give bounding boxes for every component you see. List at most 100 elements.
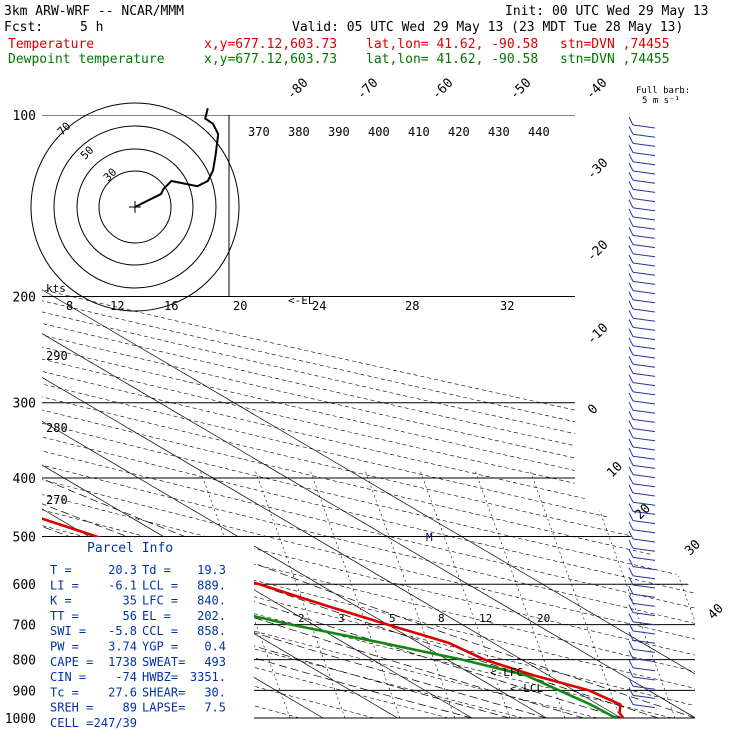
wind-barb xyxy=(632,363,656,368)
temperature-tick: -40 xyxy=(583,76,610,103)
parcel-info-value: 30. xyxy=(204,685,226,699)
wind-barb xyxy=(628,595,634,604)
wind-barb xyxy=(632,584,656,589)
wind-barb xyxy=(632,317,656,322)
wind-barb xyxy=(628,677,634,687)
wind-barb xyxy=(628,346,634,356)
parcel-info-title: Parcel Info xyxy=(87,541,173,556)
wind-barb xyxy=(628,245,634,255)
wind-barb xyxy=(632,464,656,469)
wind-barb xyxy=(628,687,634,696)
wind-barb xyxy=(632,124,656,129)
dewpoint-legend: Dewpoint temperature xyxy=(8,52,165,67)
wind-barb xyxy=(628,263,634,273)
wind-barb xyxy=(628,411,634,420)
wind-barb xyxy=(628,208,634,218)
wind-barb xyxy=(632,556,656,561)
wind-barb xyxy=(628,558,634,567)
dewpoint-profile xyxy=(42,115,617,720)
theta-label: 390 xyxy=(328,125,350,139)
wind-barb xyxy=(628,484,634,494)
parcel-info-key: LFC = xyxy=(142,594,178,608)
wind-barb xyxy=(632,501,656,506)
wind-barb xyxy=(628,696,634,705)
wind-barb xyxy=(632,152,656,157)
wind-barb xyxy=(628,227,634,236)
wind-barb xyxy=(632,648,656,653)
wind-barb xyxy=(632,161,656,166)
wind-barb xyxy=(628,374,634,383)
wind-barb xyxy=(632,667,656,672)
parcel-info-key: LCL = xyxy=(142,578,178,592)
wind-barb xyxy=(628,217,634,227)
wind-barb xyxy=(632,382,656,387)
wind-barb xyxy=(632,612,656,617)
mixing-ratio-label: 5 xyxy=(389,612,396,625)
parcel-info-value: 493 xyxy=(204,655,226,669)
barb-legend-title: Full barb: xyxy=(636,86,690,96)
wind-barb xyxy=(628,438,634,448)
temperature-tick: -50 xyxy=(507,76,534,103)
parcel-info-key: LI = xyxy=(50,578,79,592)
wind-barb xyxy=(632,280,656,285)
parcel-info-key: T = xyxy=(50,563,72,577)
wind-barb xyxy=(632,704,656,709)
parcel-info-value: 3.74 xyxy=(108,640,137,654)
wind-barb xyxy=(628,420,634,429)
wind-barb xyxy=(628,337,634,347)
theta-label: 290 xyxy=(46,349,68,363)
wind-barb xyxy=(628,181,634,190)
dewpoint-xy: x,y=677.12,603.73 xyxy=(204,52,338,67)
parcel-info-key: YGP = xyxy=(142,640,178,654)
wind-barb xyxy=(632,455,656,460)
dry-adiabat xyxy=(42,115,449,719)
parcel-info-value: -74 xyxy=(115,670,137,684)
wind-barb xyxy=(632,262,656,267)
wind-barb xyxy=(628,153,634,163)
dry-adiabat xyxy=(42,115,695,719)
mixing-ratio-label: 3 xyxy=(338,612,345,625)
dry-adiabat xyxy=(42,115,695,719)
mixing-ratio-label: 8 xyxy=(438,612,445,625)
wind-barb xyxy=(628,365,634,374)
wind-barb xyxy=(628,503,634,512)
wind-barb xyxy=(628,144,634,153)
pressure-label: 200 xyxy=(13,291,36,306)
parcel-info-value: 840. xyxy=(197,594,226,608)
wind-barb xyxy=(632,446,656,451)
parcel-info-key: SWI = xyxy=(50,624,86,638)
fcst-label: Fcst: xyxy=(4,20,44,35)
parcel-info-value: 35 xyxy=(123,594,137,608)
wind-barb xyxy=(632,253,656,258)
pressure-label: 800 xyxy=(13,654,36,669)
hodograph-ring-label: 30 xyxy=(101,166,120,185)
parcel-info-key: Tc = xyxy=(50,685,79,699)
wind-barb xyxy=(628,567,634,577)
wind-barb xyxy=(632,566,656,571)
temperature-tick: -20 xyxy=(584,238,611,265)
wind-barb xyxy=(632,676,656,681)
wind-barb xyxy=(632,658,656,663)
isotherm-line xyxy=(42,115,622,719)
parcel-info-value: 0.4 xyxy=(204,640,226,654)
wind-barb xyxy=(632,326,656,331)
mixing-ratio-line xyxy=(364,469,456,719)
theta-label: 420 xyxy=(448,125,470,139)
wind-barb xyxy=(632,538,656,543)
parcel-info-value: 20.3 xyxy=(108,563,137,577)
mixing-ratio-label: 28 xyxy=(405,299,419,313)
wind-barb xyxy=(632,391,656,396)
temperature-tick: 40 xyxy=(705,601,727,623)
dewpoint-latlon: lat,lon= 41.62, -90.58 xyxy=(366,52,539,67)
init-time: Init: 00 UTC Wed 29 May 13 xyxy=(505,4,709,19)
mixing-ratio-line xyxy=(529,469,621,719)
wind-barb xyxy=(628,604,634,613)
wind-barb xyxy=(628,125,634,135)
parcel-info-value: -5.8 xyxy=(108,624,137,638)
temperature-stn: stn=DVN ,74455 xyxy=(560,37,670,52)
mixing-ratio-line xyxy=(419,469,511,719)
fcst-value: 5 h xyxy=(80,20,104,35)
mixing-ratio-label: 12 xyxy=(110,299,124,313)
temperature-tick: -70 xyxy=(354,76,381,103)
